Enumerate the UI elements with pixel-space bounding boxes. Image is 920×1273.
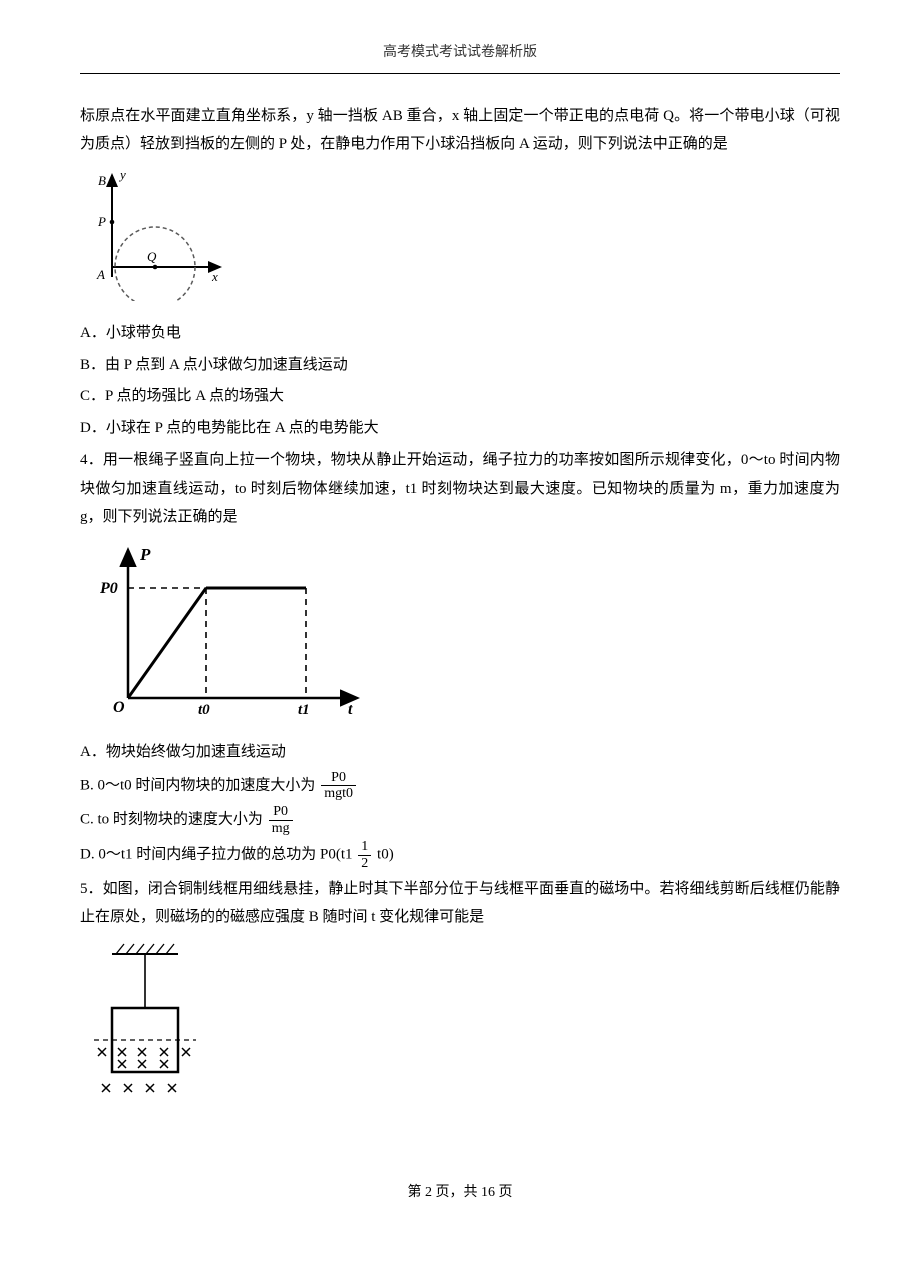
q4-opt-d-frac: 1 2 <box>358 839 371 871</box>
q4-num: 4． <box>80 452 103 468</box>
q4-opt-d-fden: 2 <box>358 856 371 871</box>
q4-opt-b-frac: P0 mgt0 <box>321 770 356 802</box>
q4-label-t0: t0 <box>198 702 210 718</box>
q4-opt-a: A．物块始终做匀加速直线运动 <box>80 738 840 767</box>
q3-label-A: A <box>96 267 105 282</box>
q4-opt-b: B. 0～t0 时间内物块的加速度大小为 P0 mgt0 <box>80 770 840 802</box>
q4-opt-d-outer-post: t0) <box>377 846 394 862</box>
q4-opt-b-den: mgt0 <box>321 786 356 801</box>
q4-opt-c-den: mg <box>269 821 293 836</box>
q3-figure: B y P A Q x <box>80 167 840 312</box>
q4-opt-d: D. 0～t1 时间内绳子拉力做的总功为 P0(t1 1 2 t0) <box>80 839 840 871</box>
q4-opt-b-num: P0 <box>321 770 356 786</box>
q5-intro: 5．如图，闭合铜制线框用细线悬挂，静止时其下半部分位于与线框平面垂直的磁场中。若… <box>80 875 840 932</box>
q4-opt-c-num: P0 <box>269 804 293 820</box>
q4-opt-c: C. to 时刻物块的速度大小为 P0 mg <box>80 804 840 836</box>
header-rule <box>80 73 840 74</box>
q4-label-t: t <box>348 701 353 718</box>
q4-label-P: P <box>139 545 151 564</box>
q5-num: 5． <box>80 881 103 897</box>
q5-intro-text: 如图，闭合铜制线框用细线悬挂，静止时其下半部分位于与线框平面垂直的磁场中。若将细… <box>80 881 840 926</box>
q4-opt-c-pre: C. to 时刻物块的速度大小为 <box>80 812 263 828</box>
q3-intro: 标原点在水平面建立直角坐标系，y 轴一挡板 AB 重合，x 轴上固定一个带正电的… <box>80 102 840 159</box>
q4-opt-c-frac: P0 mg <box>269 804 293 836</box>
q4-label-O: O <box>113 699 125 716</box>
q4-label-P0: P0 <box>99 580 118 597</box>
q3-opt-b: B．由 P 点到 A 点小球做匀加速直线运动 <box>80 351 840 380</box>
q4-opt-d-outer-pre: P0(t1 <box>320 846 353 862</box>
q3-opt-c: C．P 点的场强比 A 点的场强大 <box>80 382 840 411</box>
q3-label-y: y <box>118 167 126 182</box>
q4-intro-text: 用一根绳子竖直向上拉一个物块，物块从静止开始运动，绳子拉力的功率按如图所示规律变… <box>80 452 840 525</box>
q4-opt-d-pre: D. 0～t1 时间内绳子拉力做的总功为 <box>80 846 316 862</box>
q4-label-t1: t1 <box>298 702 310 718</box>
page-footer: 第 2 页，共 16 页 <box>80 1180 840 1207</box>
q5-figure <box>80 940 840 1121</box>
page-header-title: 高考模式考试试卷解析版 <box>80 40 840 67</box>
q3-label-Q: Q <box>147 249 157 264</box>
q3-opt-d: D．小球在 P 点的电势能比在 A 点的电势能大 <box>80 414 840 443</box>
q4-opt-b-pre: B. 0～t0 时间内物块的加速度大小为 <box>80 777 315 793</box>
q3-label-B: B <box>98 173 106 188</box>
q3-label-x: x <box>211 269 218 284</box>
q4-intro: 4．用一根绳子竖直向上拉一个物块，物块从静止开始运动，绳子拉力的功率按如图所示规… <box>80 446 840 532</box>
q4-opt-d-fnum: 1 <box>358 839 371 855</box>
q3-label-P: P <box>97 214 106 229</box>
q4-figure: P P0 O t0 t1 t <box>80 540 840 731</box>
q3-opt-a: A．小球带负电 <box>80 319 840 348</box>
